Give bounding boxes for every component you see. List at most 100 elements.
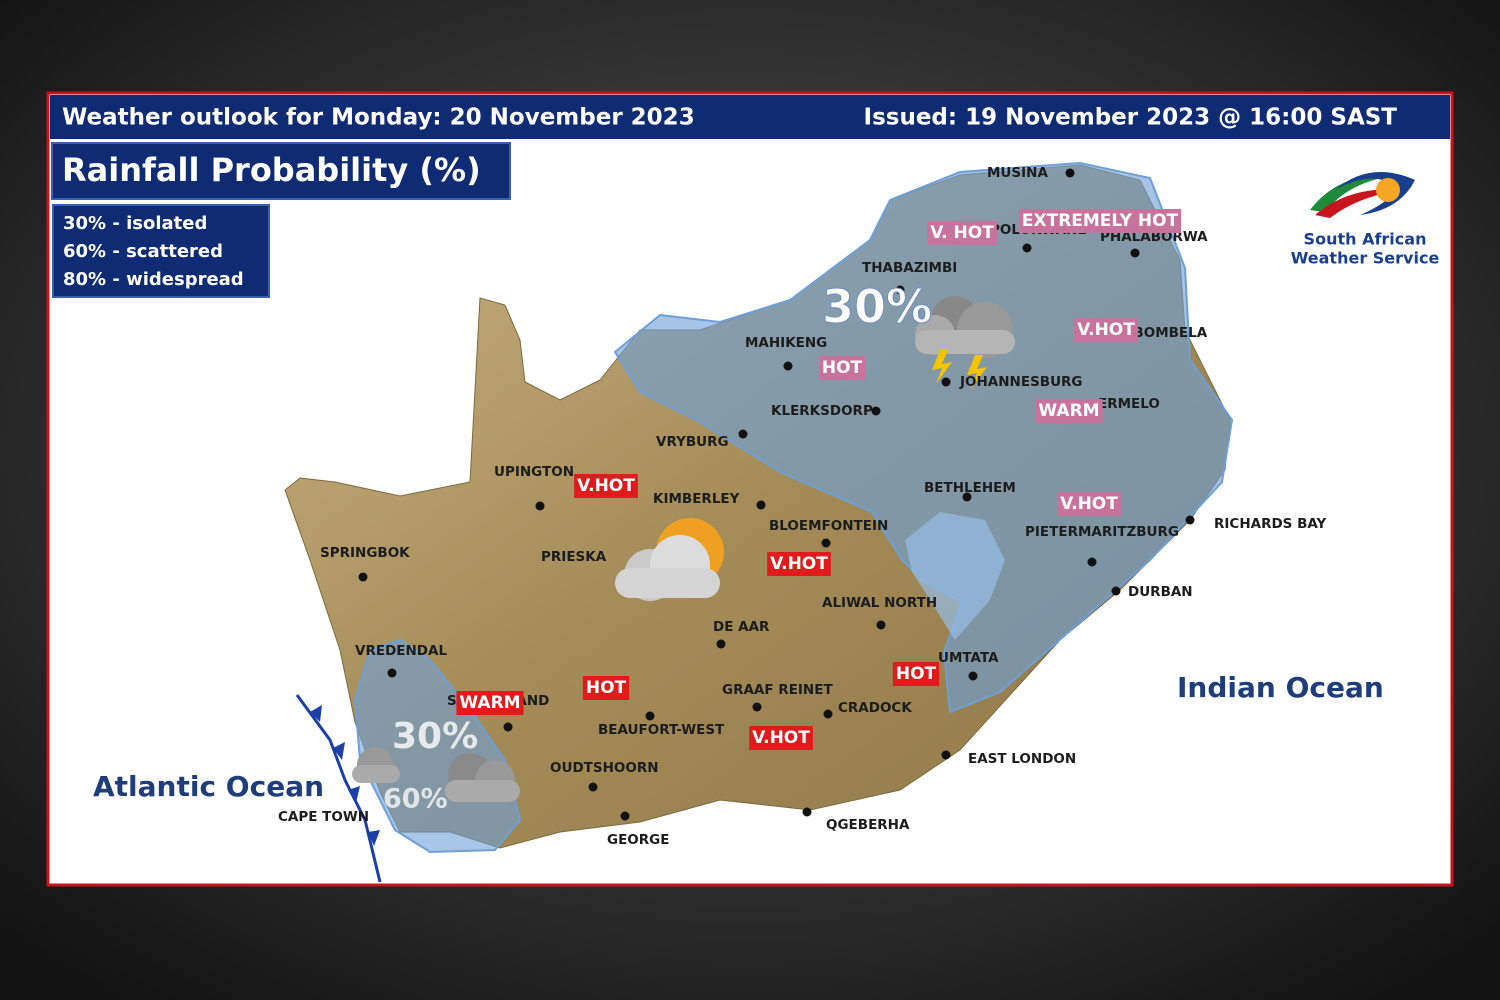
town-label: ALIWAL NORTH — [822, 595, 937, 611]
town-dot — [358, 572, 368, 582]
temperature-box — [767, 552, 831, 576]
temperature-box — [582, 676, 630, 700]
town-dot — [968, 671, 978, 681]
temperature-box — [749, 726, 813, 750]
temperature-box — [574, 474, 638, 498]
temperature-label: WARM — [1038, 401, 1099, 421]
logo-text: Weather Service — [1291, 249, 1440, 268]
temperature-box — [456, 691, 524, 715]
town-label: DE AAR — [713, 619, 770, 635]
temperature-box — [892, 662, 940, 686]
towns: MUSINAPOLOKWANEPHALABORWATHABAZIMBIMAHIK… — [278, 165, 1327, 848]
town-dot — [387, 668, 397, 678]
town-dot — [871, 406, 881, 416]
legend-box — [52, 204, 270, 298]
town-dot — [941, 377, 951, 387]
temperature-box — [1018, 209, 1182, 233]
town-label: VREDENDAL — [355, 643, 447, 659]
logo — [1310, 172, 1415, 218]
temperature-label: V. HOT — [930, 223, 994, 243]
temperature-box — [818, 356, 866, 380]
town-label: CRADOCK — [838, 700, 912, 716]
temperature-box — [1057, 492, 1121, 516]
town-dot — [645, 711, 655, 721]
town-label: GEORGE — [607, 832, 669, 848]
town-dot — [738, 429, 748, 439]
town-dot — [1022, 243, 1032, 253]
logo-text: South African — [1304, 230, 1427, 249]
town-label: MBOMBELA — [1120, 325, 1208, 341]
town-dot — [1087, 557, 1097, 567]
temperature-box — [1035, 399, 1103, 423]
legend-item: 60% - scattered — [63, 241, 223, 262]
town-label: QGEBERHA — [826, 817, 910, 833]
town-label: JOHANNESBURG — [959, 374, 1083, 390]
town-label: PIETERMARITZBURG — [1025, 524, 1179, 540]
temperature-labels: V. HOT EXTREMELY HOT HOT V.HOT WARM V.HOT V.HO… — [456, 209, 1182, 750]
issued: Issued: 19 November 2023 @ 16:00 SAST — [864, 105, 1398, 131]
town-label: BETHLEHEM — [924, 480, 1016, 496]
town-label: RICHARDS BAY — [1214, 516, 1327, 532]
town-dot — [1130, 248, 1140, 258]
cold-front — [295, 694, 382, 883]
probability-label: 30% — [822, 280, 932, 334]
town-label: PRIESKA — [541, 549, 607, 565]
town-dot — [503, 722, 513, 732]
town-label: UMTATA — [938, 650, 999, 666]
temperature-label: V.HOT — [752, 728, 810, 748]
temperature-label: V.HOT — [770, 554, 828, 574]
town-dot — [1065, 168, 1075, 178]
probability-label: 60% — [383, 784, 448, 815]
town-dot — [752, 702, 762, 712]
ocean-label: Atlantic Ocean — [93, 770, 324, 803]
town-label: OUDTSHOORN — [550, 760, 659, 776]
town-label: CAPE TOWN — [278, 809, 369, 825]
town-dot — [821, 538, 831, 548]
town-dot — [823, 709, 833, 719]
probability-label: 30% — [392, 716, 478, 757]
town-dot — [1111, 586, 1121, 596]
sun-cloud-icon — [615, 518, 724, 601]
temperature-label: WARM — [459, 693, 520, 713]
temperature-label: V.HOT — [1060, 494, 1118, 514]
town-label: KIMBERLEY — [653, 491, 740, 507]
legend-item: 30% - isolated — [63, 213, 207, 234]
rain-icon — [352, 747, 520, 802]
panel-title-box — [51, 142, 511, 200]
town-label: ERMELO — [1098, 396, 1160, 412]
front-markers — [310, 705, 380, 846]
ocean-label: Indian Ocean — [1177, 671, 1384, 704]
town-label: MAHIKENG — [745, 335, 827, 351]
temperature-label: HOT — [896, 664, 937, 684]
temperature-label: HOT — [586, 678, 627, 698]
header-bar — [50, 95, 1450, 139]
temperature-label: V.HOT — [577, 476, 635, 496]
legend-item: 80% - widespread — [63, 269, 244, 290]
temperature-box — [927, 221, 997, 245]
town-label: SPRINGBOK — [320, 545, 410, 561]
temperature-label: HOT — [822, 358, 863, 378]
town-dot — [783, 361, 793, 371]
panel-title: Rainfall Probability (%) — [62, 151, 481, 189]
town-dot — [535, 501, 545, 511]
town-label: KLERKSDORP — [771, 403, 873, 419]
town-dot — [756, 500, 766, 510]
header-title: Weather outlook for Monday: 20 November … — [62, 105, 695, 131]
lesotho — [905, 512, 1005, 640]
town-label: DURBAN — [1128, 584, 1193, 600]
town-dot — [962, 492, 972, 502]
town-dot — [1185, 515, 1195, 525]
temperature-label: V.HOT — [1077, 320, 1135, 340]
town-label: GRAAF REINET — [722, 682, 833, 698]
town-dot — [876, 620, 886, 630]
town-dot — [941, 750, 951, 760]
town-label: VRYBURG — [656, 434, 729, 450]
town-label: BLOEMFONTEIN — [769, 518, 888, 534]
storm-icon — [915, 296, 1015, 389]
town-dot — [895, 285, 905, 295]
town-dot — [802, 807, 812, 817]
town-label: BEAUFORT-WEST — [598, 722, 725, 738]
town-label: THABAZIMBI — [862, 260, 957, 276]
town-dot — [588, 782, 598, 792]
